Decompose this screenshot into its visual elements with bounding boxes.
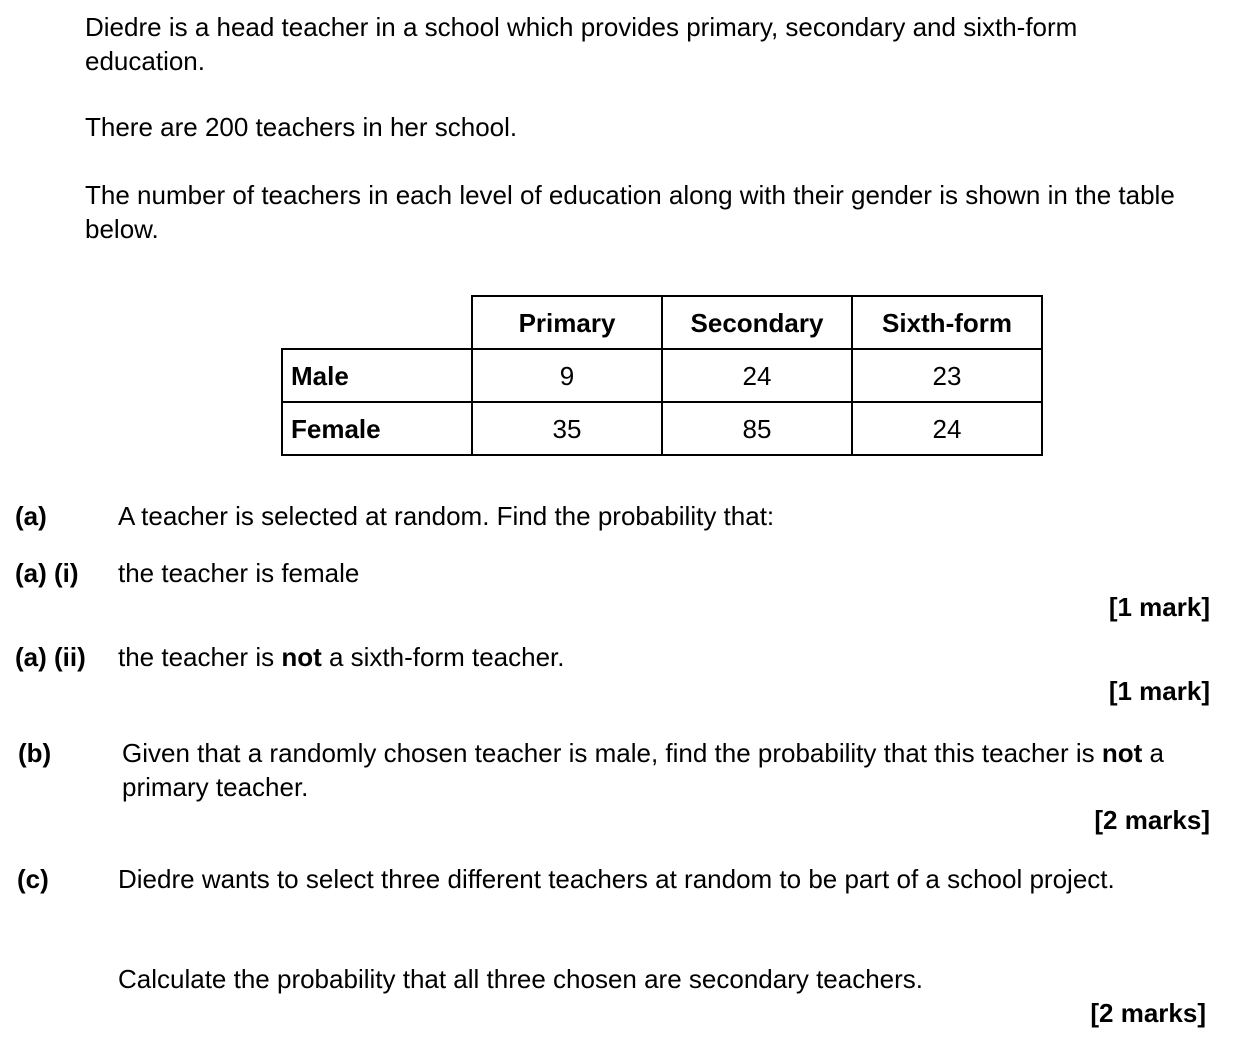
row-label: Female bbox=[281, 401, 473, 456]
text: a sixth-form teacher. bbox=[321, 642, 565, 672]
emphasis: not bbox=[1101, 738, 1143, 768]
table-header-row: Primary Secondary Sixth-form bbox=[282, 295, 1043, 350]
question-a-text: A teacher is selected at random. Find th… bbox=[118, 501, 775, 531]
question-a-i-label: (a) (i) bbox=[15, 558, 79, 588]
question-a-ii-marks: [1 mark] bbox=[1108, 676, 1210, 706]
table-cell: 23 bbox=[851, 348, 1043, 403]
question-a-i-marks: [1 mark] bbox=[1108, 592, 1210, 622]
text: a primary teacher. bbox=[122, 738, 1164, 802]
table-header: Secondary bbox=[661, 295, 853, 350]
intro-paragraph-1: Diedre is a head teacher in a school whi… bbox=[85, 12, 1078, 76]
emphasis: not bbox=[281, 642, 322, 672]
question-b-text: Given that a randomly chosen teacher is … bbox=[122, 736, 1207, 804]
question-b-marks: [2 marks] bbox=[1094, 805, 1210, 835]
intro-paragraph-2: There are 200 teachers in her school. bbox=[85, 112, 518, 142]
table-cell: 24 bbox=[851, 401, 1043, 456]
table-header: Primary bbox=[471, 295, 663, 350]
question-a-ii-label: (a) (ii) bbox=[15, 642, 86, 672]
table-cell: 24 bbox=[661, 348, 853, 403]
row-label: Male bbox=[281, 348, 473, 403]
table-cell: 35 bbox=[471, 401, 663, 456]
table-cell: 85 bbox=[661, 401, 853, 456]
teachers-table: Primary Secondary Sixth-form Male 9 24 2… bbox=[281, 295, 1043, 456]
question-a-ii-text: the teacher is not a sixth-form teacher. bbox=[118, 640, 1208, 674]
table-row: Female 35 85 24 bbox=[281, 401, 1043, 456]
question-a-i-text: the teacher is female bbox=[118, 558, 360, 588]
question-a-label: (a) bbox=[15, 501, 47, 531]
text: the teacher is bbox=[118, 642, 282, 672]
table-corner-cell bbox=[282, 296, 473, 350]
table-cell: 9 bbox=[471, 348, 663, 403]
intro-paragraph-3: The number of teachers in each level of … bbox=[85, 180, 1175, 244]
text: Given that a randomly chosen teacher is … bbox=[122, 738, 1102, 768]
table-header: Sixth-form bbox=[851, 295, 1043, 350]
question-b-label: (b) bbox=[18, 738, 52, 768]
question-c-text: Diedre wants to select three different t… bbox=[118, 864, 1115, 894]
question-c-label: (c) bbox=[17, 864, 49, 894]
table-row: Male 9 24 23 bbox=[281, 348, 1043, 403]
question-c-marks: [2 marks] bbox=[1090, 998, 1206, 1028]
question-c-text-2: Calculate the probability that all three… bbox=[118, 964, 924, 994]
